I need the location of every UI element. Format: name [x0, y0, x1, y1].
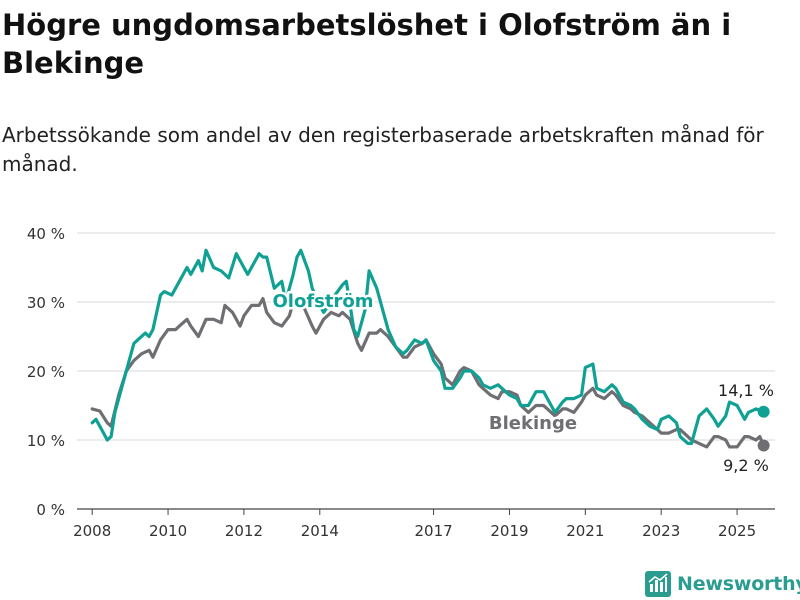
x-tick-label: 2017 — [414, 522, 452, 540]
end-value-label: 14,1 % — [718, 381, 774, 400]
brand-logo: Newsworthy — [645, 569, 800, 599]
chart-subtitle: Arbetssökande som andel av den registerb… — [2, 123, 764, 176]
y-tick-label: 30 % — [27, 294, 65, 312]
grid-lines — [77, 232, 775, 510]
series-name-label: Olofström — [273, 291, 374, 312]
series-lines — [90, 248, 770, 452]
x-tick-label: 2014 — [301, 522, 339, 540]
x-tick-label: 2019 — [490, 522, 528, 540]
y-tick-label: 10 % — [27, 432, 65, 450]
x-tick-label: 2021 — [566, 522, 604, 540]
y-tick-label: 40 % — [27, 225, 65, 243]
y-tick-label: 0 % — [36, 501, 65, 519]
series-line-blekinge — [90, 297, 766, 449]
x-tick-label: 2010 — [149, 522, 187, 540]
chart-title: Högre ungdomsarbetslöshet i Olofström än… — [2, 8, 732, 80]
newsworthy-logo-icon — [645, 571, 671, 597]
x-tick-label: 2023 — [642, 522, 680, 540]
y-tick-label: 20 % — [27, 363, 65, 381]
end-value-label: 9,2 % — [723, 456, 769, 475]
x-tick-label: 2025 — [718, 522, 756, 540]
series-labels: Olofström Blekinge 14,1 % 9,2 % — [270, 289, 774, 476]
brand-name: Newsworthy — [677, 573, 800, 595]
x-axis: 2008 2010 2012 2014 2017 2019 2021 2023 2025 — [73, 509, 756, 540]
x-tick-label: 2008 — [73, 522, 111, 540]
series-line-olofstr-m — [90, 248, 766, 445]
end-point-olofstr-m — [757, 405, 770, 418]
x-tick-label: 2012 — [225, 522, 263, 540]
series-name-label: Blekinge — [489, 413, 577, 434]
y-axis-labels: 0 % 10 % 20 % 30 % 40 % — [27, 225, 65, 519]
end-point-blekinge — [757, 439, 770, 452]
